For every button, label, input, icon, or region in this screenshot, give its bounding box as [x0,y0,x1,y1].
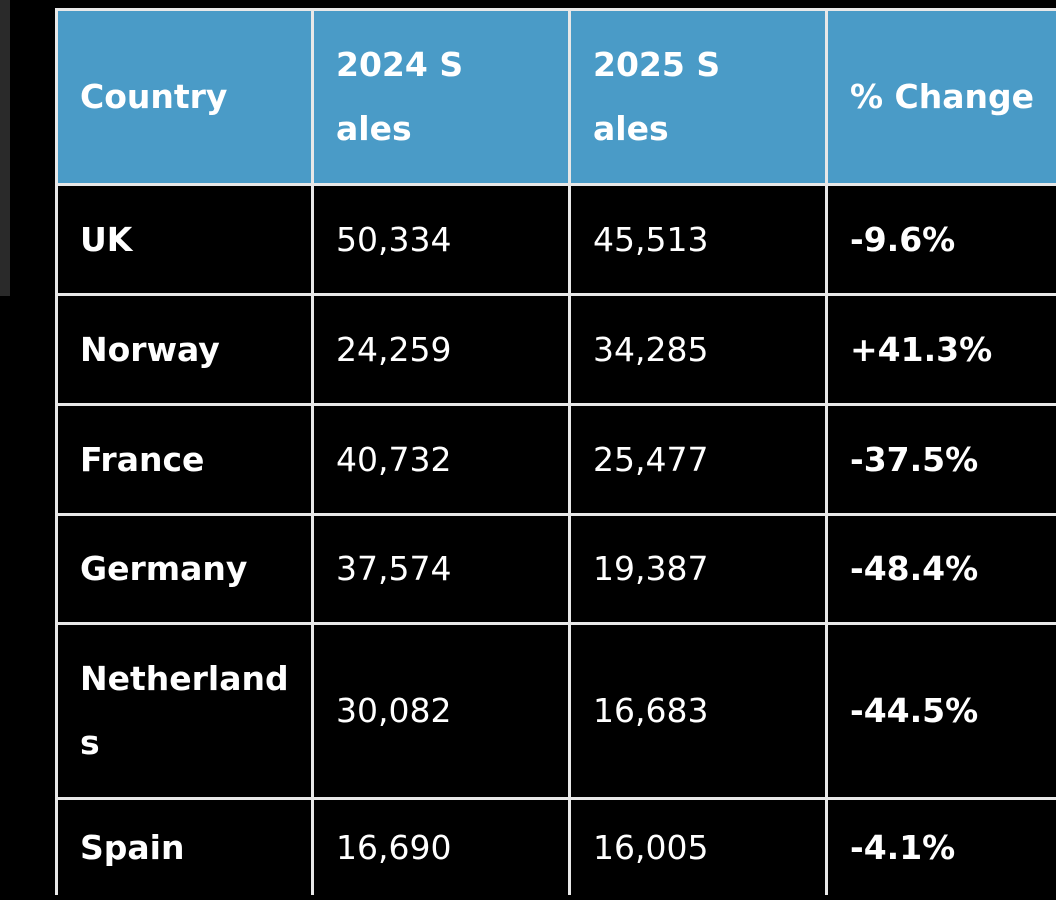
header-text: % Change [850,77,1035,116]
table-container: Country 2024 Sales 2025 Sales % Change UK 50,… [55,8,1056,895]
table-cell: UK [55,183,314,296]
table-cell: 16,690 [311,797,571,895]
table-cell: Spain [55,797,314,895]
header-row: Country 2024 Sales 2025 Sales % Change [55,8,1056,186]
table-cell: 30,082 [311,622,571,800]
table-cell: 40,732 [311,403,571,516]
table-row: Norway 24,259 34,285 +41.3% [55,293,1056,406]
table-cell: Netherlands [55,622,314,800]
header-text: 2025 Sales [593,45,721,148]
table-row: UK 50,334 45,513 -9.6% [55,183,1056,296]
table-cell: +41.3% [825,293,1056,406]
header-cell: 2024 Sales [311,8,571,186]
table-cell: Germany [55,513,314,625]
table-cell: 24,259 [311,293,571,406]
table-cell: 19,387 [568,513,828,625]
table-row: Germany 37,574 19,387 -48.4% [55,513,1056,625]
header-cell: 2025 Sales [568,8,828,186]
table-cell: -48.4% [825,513,1056,625]
table-cell: 37,574 [311,513,571,625]
header-cell: Country [55,8,314,186]
table-cell: -9.6% [825,183,1056,296]
table-cell: France [55,403,314,516]
header-text: 2024 Sales [336,45,464,148]
table-cell: 25,477 [568,403,828,516]
table-cell: 45,513 [568,183,828,296]
header-cell: % Change [825,8,1056,186]
table-cell: 16,005 [568,797,828,895]
header-text: Country [80,77,228,116]
table-cell: -37.5% [825,403,1056,516]
table-cell: Norway [55,293,314,406]
table-row: Spain 16,690 16,005 -4.1% [55,797,1056,895]
table-cell: -44.5% [825,622,1056,800]
sales-table: Country 2024 Sales 2025 Sales % Change UK 50,… [55,8,1056,895]
left-strip [0,0,10,296]
table-cell: 16,683 [568,622,828,800]
table-cell: -4.1% [825,797,1056,895]
table-cell: 34,285 [568,293,828,406]
table-row: France 40,732 25,477 -37.5% [55,403,1056,516]
table-row: Netherlands 30,082 16,683 -44.5% [55,622,1056,800]
table-cell: 50,334 [311,183,571,296]
